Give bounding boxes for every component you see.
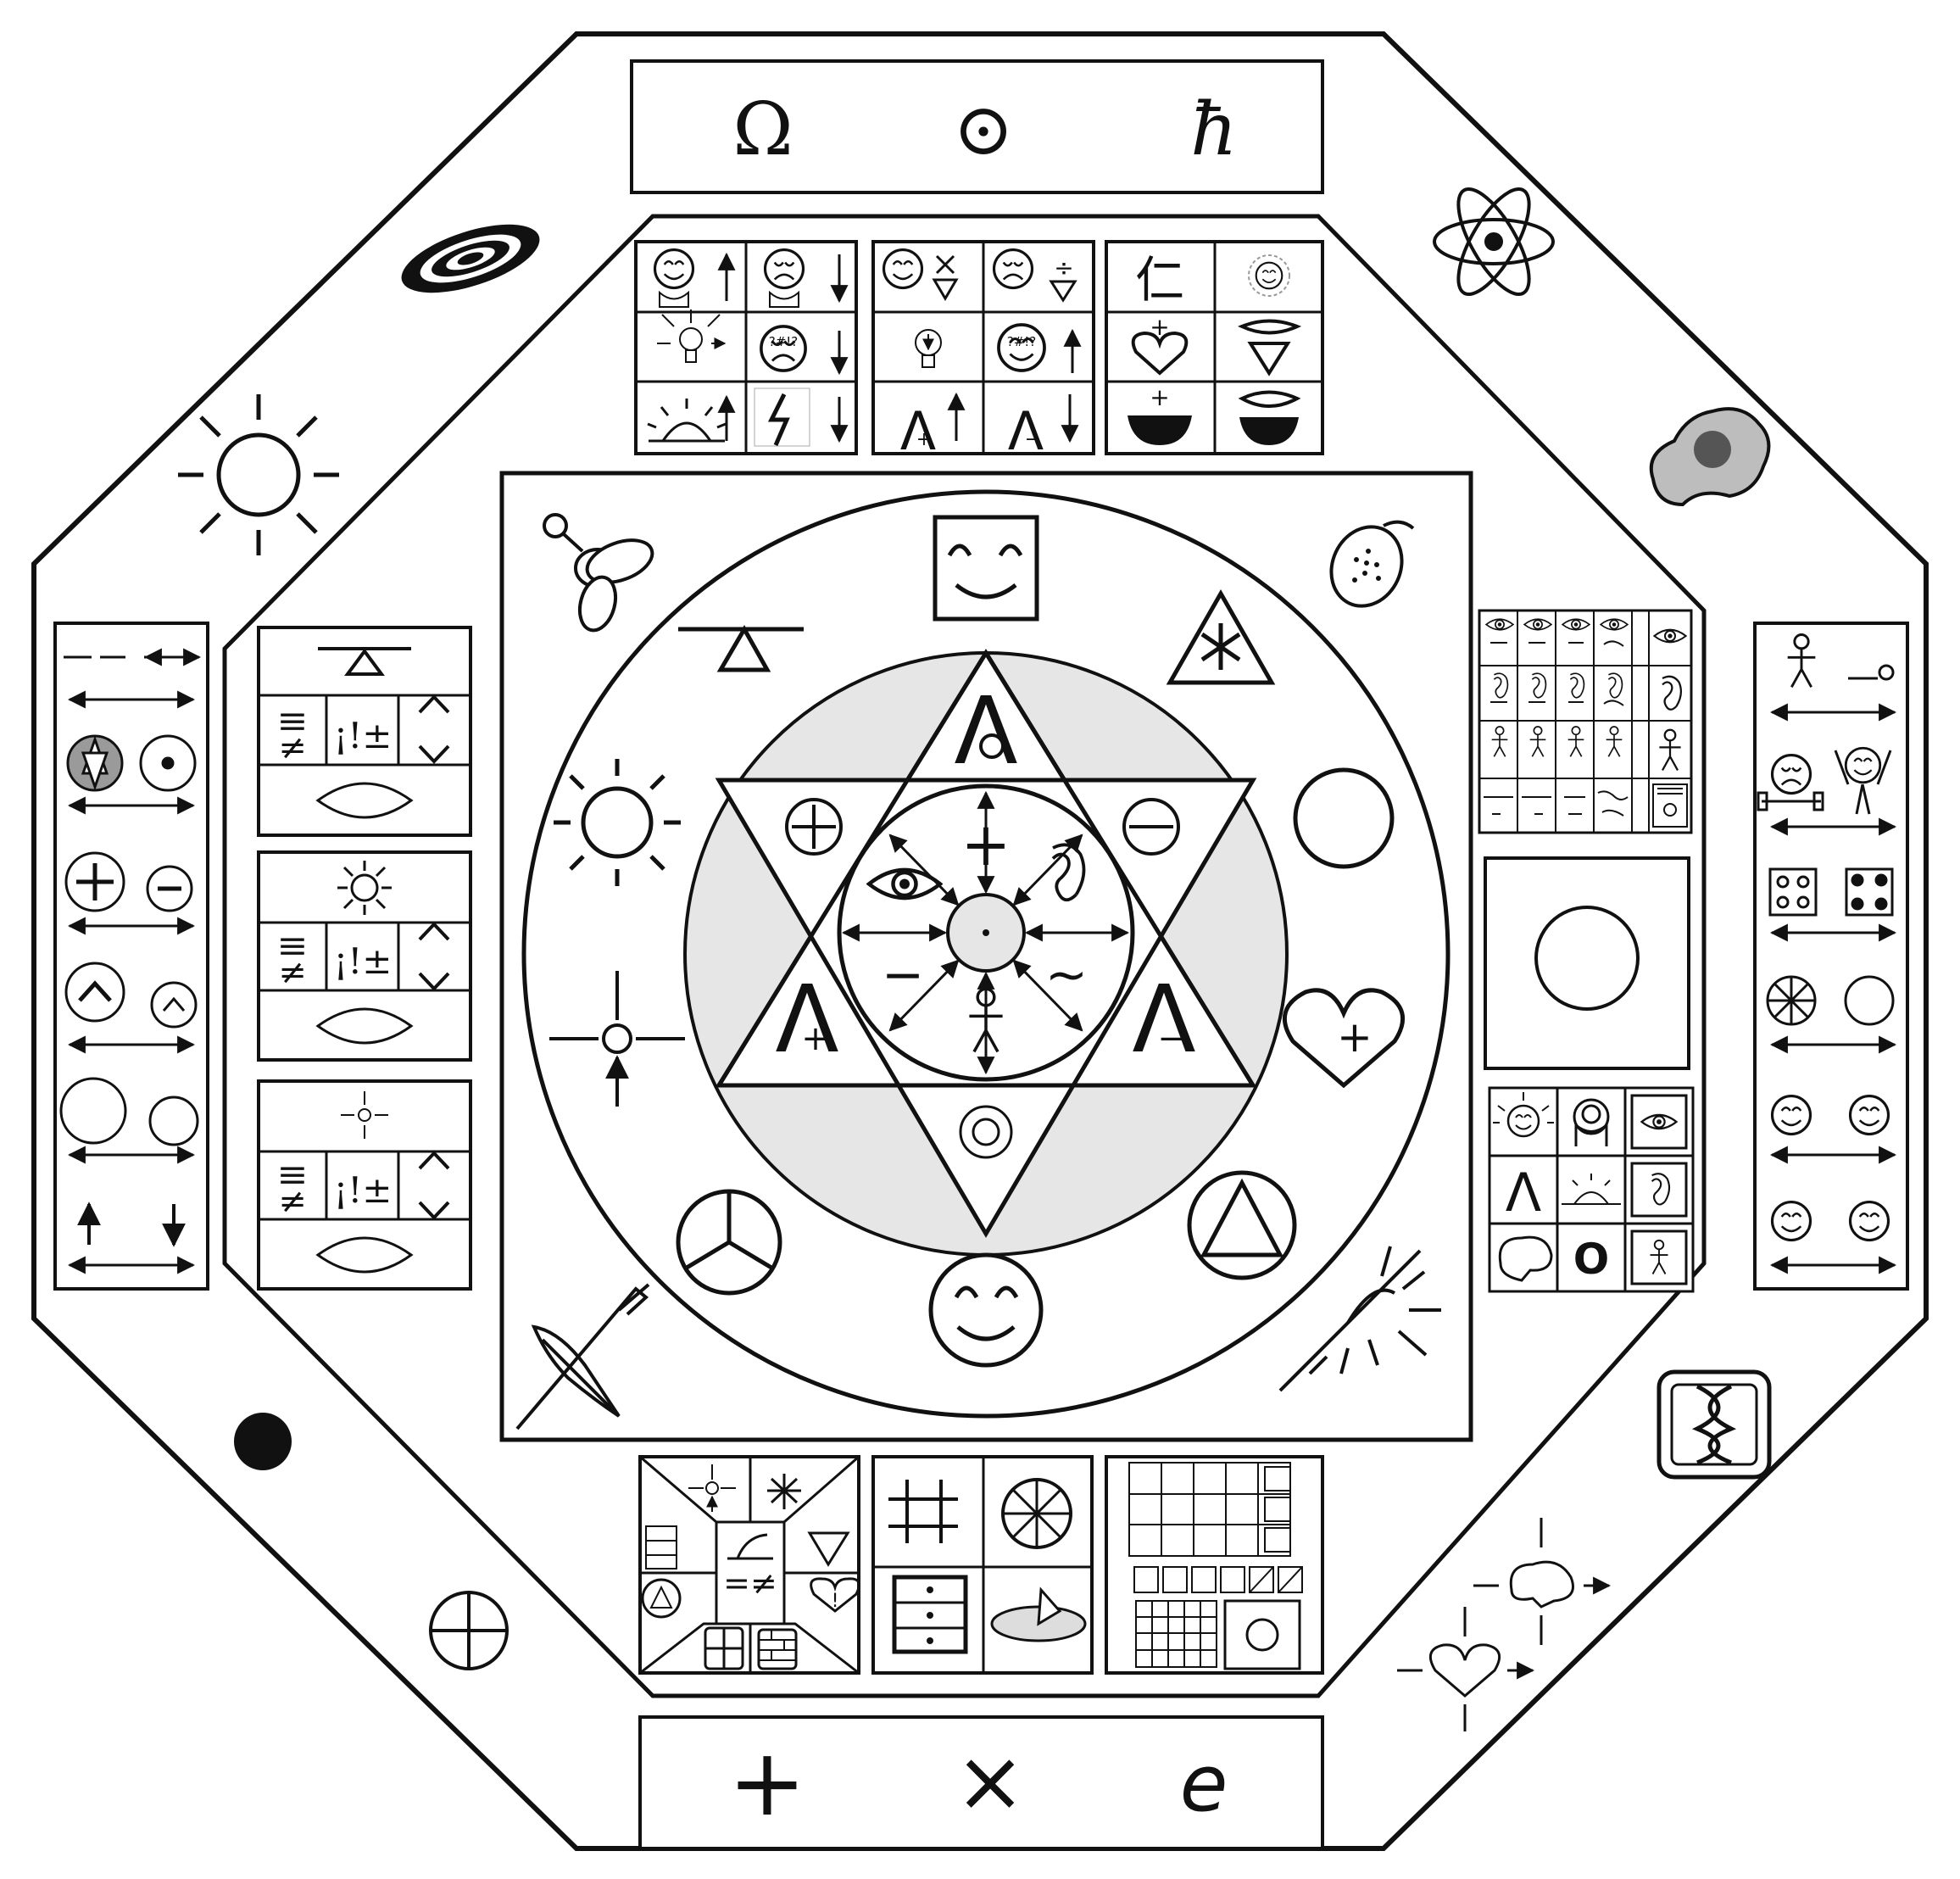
inner-tilde: ~ bbox=[1045, 945, 1088, 1005]
smiling-square-icon bbox=[933, 515, 1039, 622]
seed-pod-icon bbox=[1329, 520, 1415, 608]
heart-plus-sign: + bbox=[1150, 313, 1169, 341]
inner-minus: − bbox=[882, 945, 924, 1005]
target-circle-icon bbox=[959, 1105, 1013, 1159]
left-inner-panel-1: ≡ ≠ ¡!± bbox=[257, 626, 472, 837]
inner-plus: + bbox=[961, 810, 1011, 879]
brain-flow-icon bbox=[1473, 1518, 1609, 1645]
neq-2: ≠ bbox=[278, 953, 307, 992]
left-lambda-plus: + bbox=[801, 1019, 830, 1058]
black-dot-icon bbox=[234, 1413, 292, 1470]
balance-icon bbox=[678, 624, 804, 672]
h-bar-symbol: ħ bbox=[1190, 87, 1237, 172]
equiv-3: ≡ bbox=[277, 1153, 309, 1196]
circle-minus-icon bbox=[1122, 798, 1180, 856]
ineq-3: ¡!± bbox=[334, 1169, 393, 1211]
heart-plus-icon: + bbox=[1283, 988, 1405, 1089]
atom-icon bbox=[1433, 187, 1555, 296]
neq-1: ≠ bbox=[278, 728, 307, 767]
outer-octagon bbox=[31, 31, 1929, 1851]
bottom-panel-grids bbox=[1105, 1455, 1324, 1675]
bottom-panel-room: =≠ ! bbox=[638, 1455, 860, 1675]
right-panel-circle-box bbox=[1484, 856, 1690, 1070]
dna-icon bbox=[1657, 1369, 1772, 1480]
right-panel-faculties-grid: Λ O bbox=[1488, 1086, 1695, 1293]
plus-symbol: + bbox=[728, 1728, 806, 1837]
top-lambda-text: Λ bbox=[954, 677, 1017, 785]
heart-plus-text: + bbox=[1337, 1012, 1373, 1062]
pen-feather-icon bbox=[515, 1283, 650, 1430]
sun-icon bbox=[178, 394, 339, 555]
heart-flow-icon bbox=[1397, 1607, 1533, 1731]
galaxy-icon bbox=[401, 224, 540, 293]
lambda-minus-sign: − bbox=[1025, 429, 1040, 450]
outer-circle bbox=[521, 489, 1451, 1419]
bottom-panel-tools bbox=[871, 1455, 1094, 1675]
left-inner-panel-2: ≡ ≠ ¡!± bbox=[257, 850, 472, 1062]
left-outer-column bbox=[53, 622, 208, 1291]
bottom-constants-box bbox=[638, 1715, 1324, 1850]
ring-sun-icon bbox=[554, 759, 681, 886]
right-lambda-text: Λ bbox=[1132, 965, 1195, 1073]
left-lambda-text: Λ bbox=[775, 965, 838, 1073]
smiling-circle-icon bbox=[928, 1252, 1044, 1368]
right-outer-column bbox=[1753, 622, 1909, 1291]
left-lambda-plus-icon: Λ + bbox=[775, 965, 838, 1073]
right-panel-senses-grid bbox=[1478, 609, 1693, 834]
ren-character: 仁 bbox=[1135, 251, 1184, 309]
top-lambda-icon: Λ bbox=[954, 677, 1017, 785]
left-inner-panel-3: ≡ ≠ ¡!± bbox=[257, 1079, 472, 1291]
faculty-o-letter: O bbox=[1573, 1235, 1610, 1284]
top-panel-virtues: 仁 + + bbox=[1105, 240, 1324, 455]
circle-plus-icon bbox=[785, 798, 843, 856]
peace-circle-icon bbox=[676, 1189, 782, 1296]
convergence-icon bbox=[549, 971, 685, 1107]
inner-octagon bbox=[222, 214, 1707, 1698]
e-symbol: e bbox=[1180, 1738, 1228, 1829]
top-panel-operations: ÷ ?#!? Λ + Λ − bbox=[871, 240, 1095, 462]
asterisk-triangle-icon bbox=[1166, 588, 1276, 685]
top-constants-box bbox=[630, 59, 1324, 194]
equiv-2: ≡ bbox=[277, 924, 309, 967]
bowl-plus-sign: + bbox=[1150, 383, 1169, 411]
circled-dot-symbol: ⊙ bbox=[953, 87, 1014, 172]
room-eqneq: =≠ bbox=[723, 1564, 777, 1602]
top-panel-emotions: ?#!? bbox=[634, 240, 858, 455]
interrobang-2: ?#!? bbox=[1007, 334, 1037, 349]
equiv-neq-1: ≡ bbox=[277, 700, 309, 743]
right-lambda-minus-icon: Λ − bbox=[1132, 965, 1195, 1073]
times-symbol: × bbox=[955, 1731, 1026, 1831]
interrobang-1: ?#!? bbox=[769, 334, 799, 349]
room-bang: ! bbox=[832, 1591, 839, 1612]
triangle-circle-icon bbox=[1187, 1170, 1297, 1280]
sunrise-slope-icon bbox=[1278, 1246, 1441, 1392]
earth-symbol-icon bbox=[429, 1591, 509, 1670]
lambda-plus: Λ bbox=[900, 400, 936, 462]
neq-3: ≠ bbox=[278, 1182, 307, 1221]
lambda-plus-sign: + bbox=[916, 429, 932, 450]
faculty-lambda: Λ bbox=[1506, 1162, 1541, 1224]
asteroid-icon bbox=[1649, 407, 1771, 507]
omega-symbol: Ω bbox=[732, 87, 793, 172]
flask-icon bbox=[543, 513, 654, 633]
ring-plain-circle-icon bbox=[1293, 767, 1395, 869]
ineq-2: ¡!± bbox=[334, 940, 393, 982]
lambda-minus: Λ bbox=[1008, 400, 1044, 462]
ineq-1: ¡!± bbox=[334, 715, 393, 756]
right-lambda-minus: − bbox=[1157, 1019, 1186, 1058]
divide-sign: ÷ bbox=[1054, 254, 1073, 282]
